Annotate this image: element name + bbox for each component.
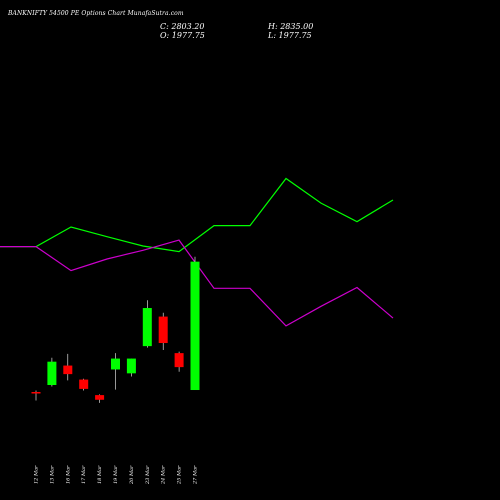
x-tick-label: 16 Mar [65,465,71,484]
candle-body [47,361,57,386]
candle [158,312,168,351]
x-tick-label: 12 Mar [34,465,40,484]
candlesticks [31,256,200,403]
close-readout: C: 2803.20 [160,22,205,31]
candle [111,353,120,390]
candle [95,394,105,403]
candle [63,353,73,381]
candle [142,300,152,348]
x-tick-label: 17 Mar [81,465,87,484]
x-tick-label: 20 Mar [129,465,135,485]
chart-title: BANKNIFTY 54500 PE Options Chart MunafaS… [8,10,184,17]
x-tick-label: 27 Mar [193,465,199,485]
candle-body [174,353,184,368]
x-tick-label: 23 Mar [145,465,151,485]
x-tick-label: 24 Mar [161,465,167,485]
candle [31,390,41,401]
high-readout: H: 2835.00 [268,22,314,31]
candle [79,378,89,391]
x-tick-label: 18 Mar [97,465,103,484]
overlay-line-1 [0,177,394,253]
candle [126,358,136,377]
candle-body [31,392,41,394]
candle-body [95,395,105,400]
candle-body [190,261,200,391]
candle [174,351,184,372]
candle-body [79,379,89,389]
candle-body [142,308,152,347]
candle-body [158,316,168,344]
candle-body [126,358,136,374]
x-tick-label: 13 Mar [49,465,55,484]
x-tick-label: 19 Mar [113,465,119,484]
candle [190,256,200,391]
x-axis-ticks: 12 Mar 13 Mar 16 Mar 17 Mar 18 Mar 19 Mar 20 M… [34,465,199,485]
x-tick-label: 25 Mar [177,465,183,485]
candle-body [111,358,120,370]
low-readout: L: 1977.75 [268,31,312,40]
candle [47,357,57,387]
candle-body [63,365,73,375]
open-readout: O: 1977.75 [160,31,205,40]
